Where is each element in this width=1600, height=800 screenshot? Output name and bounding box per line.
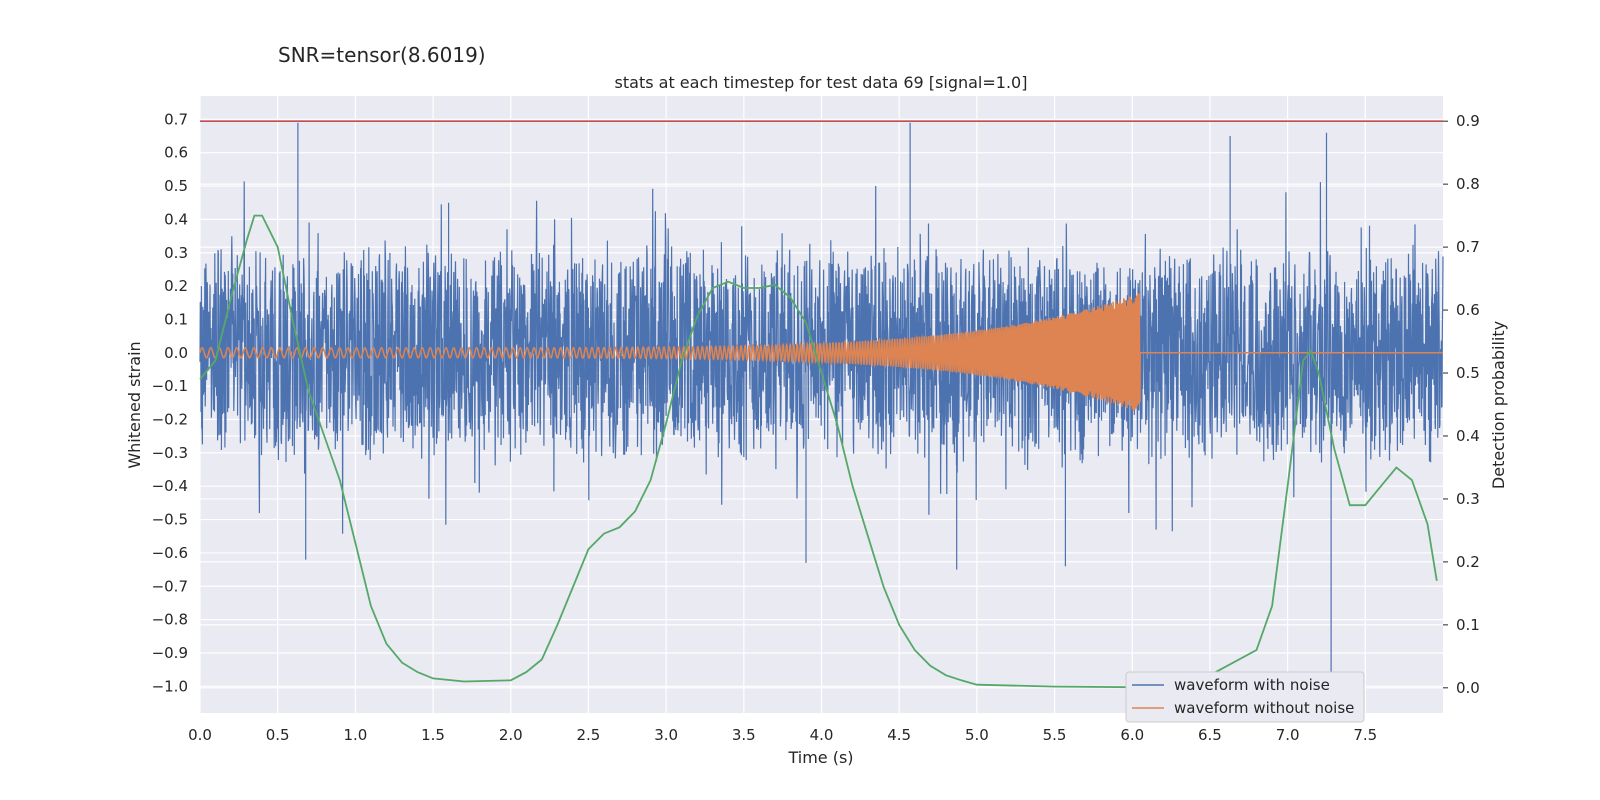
y-left-tick-label: −0.5 (152, 511, 188, 529)
y-right-axis-label: Detection probability (1489, 321, 1508, 489)
x-axis-label: Time (s) (787, 748, 853, 767)
x-tick-label: 5.5 (1043, 726, 1067, 744)
x-tick-label: 2.5 (577, 726, 601, 744)
y-right-tick-label: 0.0 (1456, 679, 1480, 697)
suptitle: SNR=tensor(8.6019) (278, 43, 486, 67)
y-left-ticks: 0.7 0.6 0.5 0.4 0.3 0.2 0.1 0.0 −0.1 −0.2 −0.3 −0.4… (152, 110, 188, 695)
y-right-tick-label: 0.2 (1456, 553, 1480, 571)
y-left-tick-label: 0.3 (164, 244, 188, 262)
y-right-tick-label: 0.1 (1456, 616, 1480, 634)
x-tick-label: 7.0 (1276, 726, 1300, 744)
y-left-tick-label: 0.2 (164, 277, 188, 295)
y-left-tick-label: −0.3 (152, 444, 188, 462)
y-left-tick-label: −0.2 (152, 411, 188, 429)
noise-waveform-line (199, 122, 1444, 687)
y-left-tick-label: 0.6 (164, 144, 188, 162)
y-left-tick-label: 0.1 (164, 310, 188, 328)
y-left-tick-label: 0.4 (164, 210, 188, 228)
x-tick-label: 0.0 (188, 726, 212, 744)
probability-series (199, 214, 1438, 689)
x-tick-label: 4.5 (887, 726, 911, 744)
y-left-tick-label: −0.1 (152, 377, 188, 395)
y-left-tick-label: −0.8 (152, 611, 188, 629)
y-right-tick-label: 0.5 (1456, 364, 1480, 382)
y-left-tick-label: −0.6 (152, 544, 188, 562)
x-tick-label: 5.0 (965, 726, 989, 744)
legend-label-noise: waveform with noise (1174, 676, 1330, 694)
y-left-tick-label: 0.0 (164, 344, 188, 362)
x-tick-label: 6.0 (1120, 726, 1144, 744)
clean-series (199, 293, 1443, 411)
x-tick-label: 7.5 (1353, 726, 1377, 744)
legend-box (1125, 671, 1365, 723)
x-tick-label: 3.5 (732, 726, 756, 744)
x-tick-label: 3.0 (654, 726, 678, 744)
y-right-tick-label: 0.8 (1456, 175, 1480, 193)
y-left-tick-label: 0.7 (164, 110, 188, 128)
x-tick-label: 4.0 (810, 726, 834, 744)
probability-line (199, 214, 1438, 689)
legend: waveform with noise waveform without noi… (1125, 671, 1365, 723)
y-right-tick-label: 0.3 (1456, 490, 1480, 508)
x-ticks: 0.0 0.5 1.0 1.5 2.0 2.5 3.0 3.5 4.0 4.5 5.0 5.5 6.0 6… (188, 726, 1377, 744)
clean-waveform-line (199, 293, 1443, 411)
x-tick-label: 2.0 (499, 726, 523, 744)
y-left-axis-label: Whitened strain (125, 341, 144, 468)
y-left-tick-label: −1.0 (152, 677, 188, 695)
y-right-tick-label: 0.6 (1456, 301, 1480, 319)
y-right-tick-label: 0.4 (1456, 427, 1480, 445)
legend-label-clean: waveform without noise (1174, 699, 1354, 717)
y-right-tick-label: 0.7 (1456, 238, 1480, 256)
x-tick-label: 6.5 (1198, 726, 1222, 744)
y-left-tick-label: 0.5 (164, 177, 188, 195)
x-tick-label: 1.0 (343, 726, 367, 744)
x-tick-label: 1.5 (421, 726, 445, 744)
noise-series (199, 122, 1444, 687)
y-right-tick-label: 0.9 (1456, 112, 1480, 130)
y-left-tick-label: −0.7 (152, 577, 188, 595)
x-tick-label: 0.5 (266, 726, 290, 744)
y-left-tick-label: −0.9 (152, 644, 188, 662)
chart-title: stats at each timestep for test data 69 … (615, 73, 1028, 92)
y-right-ticks: 0.9 0.8 0.7 0.6 0.5 0.4 0.3 0.2 0.1 0.0 (1443, 112, 1480, 697)
y-left-tick-label: −0.4 (152, 477, 188, 495)
